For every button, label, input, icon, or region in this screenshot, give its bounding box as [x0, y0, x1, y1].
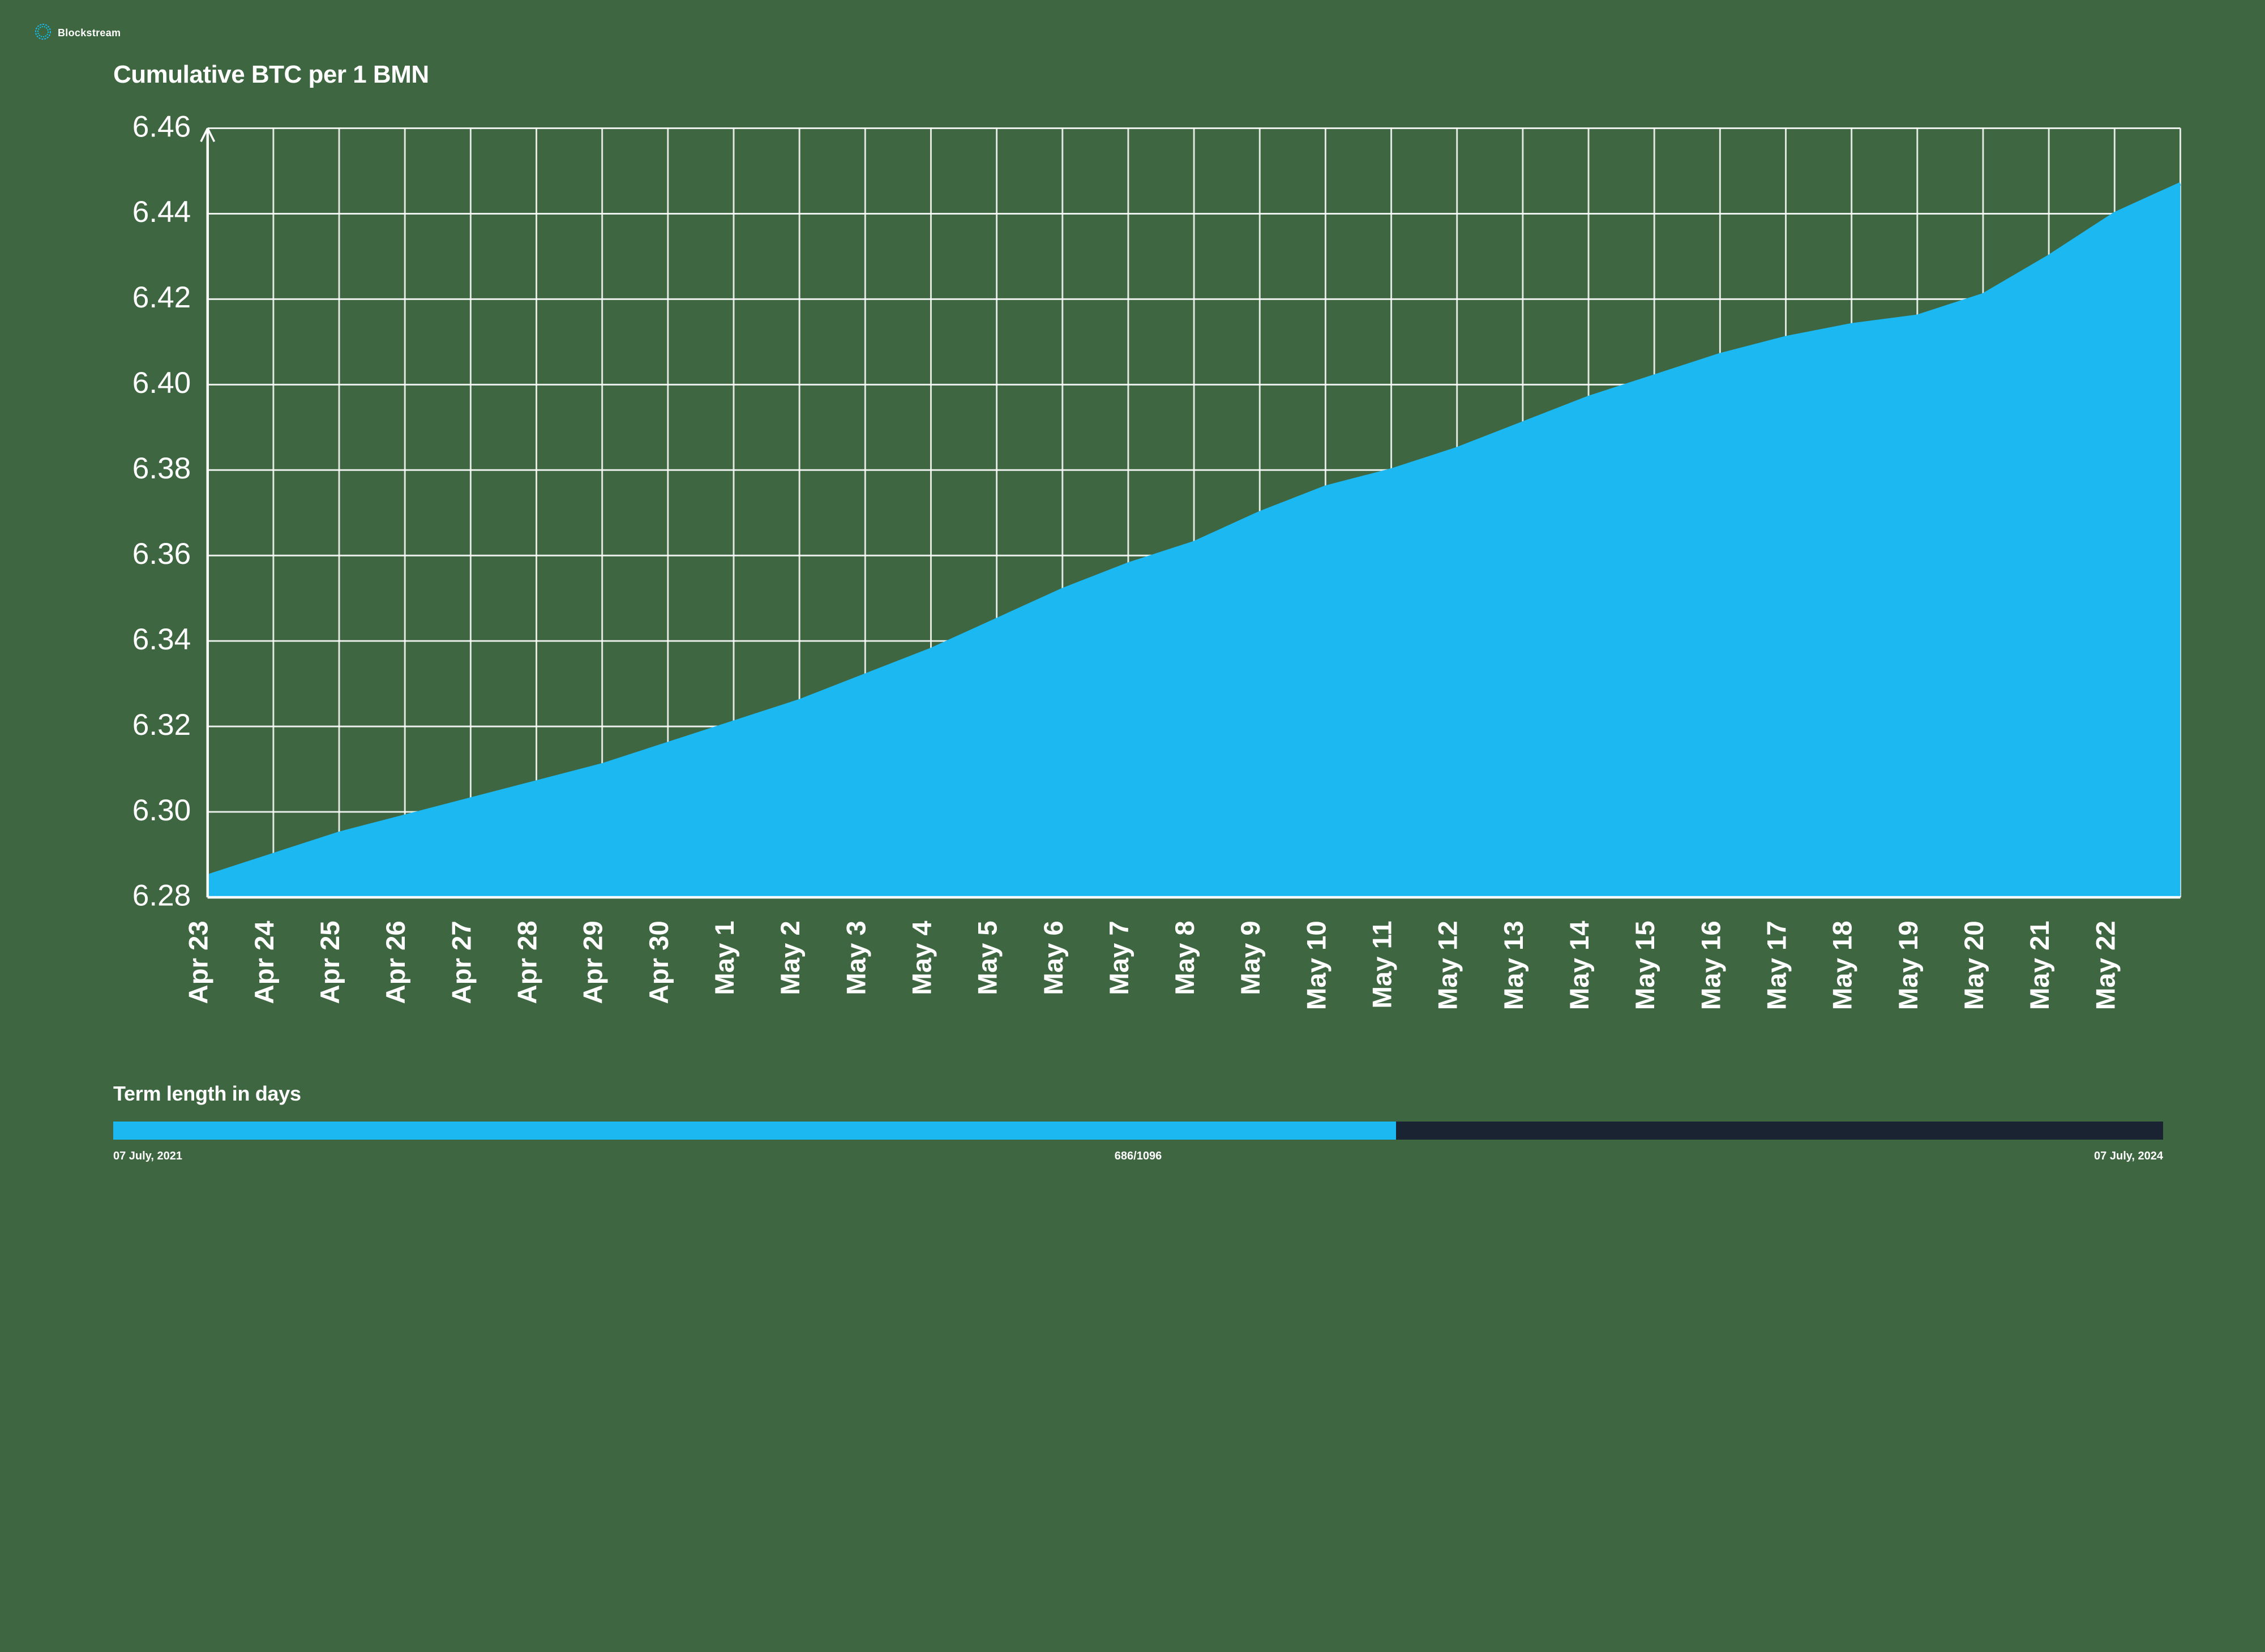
- svg-text:6.34: 6.34: [132, 623, 191, 656]
- svg-text:6.30: 6.30: [132, 794, 191, 827]
- svg-text:May 2: May 2: [776, 921, 806, 995]
- svg-text:Apr 25: Apr 25: [315, 921, 345, 1004]
- svg-text:May 12: May 12: [1433, 921, 1463, 1010]
- term-progress: 07 July, 2021 686/1096 07 July, 2024: [113, 1122, 2163, 1163]
- svg-text:May 20: May 20: [1959, 921, 1989, 1010]
- chart-title: Cumulative BTC per 1 BMN: [113, 61, 2231, 89]
- term-end-label: 07 July, 2024: [2094, 1150, 2163, 1163]
- page-root: Blockstream Cumulative BTC per 1 BMN 6.2…: [0, 0, 2265, 1652]
- svg-text:May 22: May 22: [2091, 921, 2121, 1010]
- svg-text:Apr 23: Apr 23: [184, 921, 214, 1004]
- svg-text:May 18: May 18: [1828, 921, 1858, 1010]
- term-start-label: 07 July, 2021: [113, 1150, 182, 1163]
- svg-text:Apr 30: Apr 30: [644, 921, 674, 1004]
- brand-logo: Blockstream: [34, 23, 2231, 44]
- svg-text:May 21: May 21: [2025, 921, 2055, 1010]
- svg-text:May 7: May 7: [1104, 921, 1134, 995]
- svg-text:May 6: May 6: [1039, 921, 1069, 995]
- svg-text:May 19: May 19: [1894, 921, 1924, 1010]
- term-title: Term length in days: [113, 1082, 2231, 1106]
- svg-text:May 1: May 1: [710, 921, 740, 995]
- progress-bar-track: [113, 1122, 2163, 1140]
- svg-text:May 8: May 8: [1170, 921, 1200, 995]
- svg-text:6.32: 6.32: [132, 708, 191, 742]
- svg-text:May 11: May 11: [1368, 921, 1398, 1008]
- blockstream-logo-icon: [34, 23, 52, 44]
- area-chart: 6.28 6.30 6.32 6.34 6.36 6.38 6.40 6.42 6.44 6.46…: [91, 112, 2197, 1048]
- svg-text:6.40: 6.40: [132, 366, 191, 400]
- svg-text:6.36: 6.36: [132, 537, 191, 571]
- svg-text:May 10: May 10: [1301, 921, 1331, 1010]
- chart-svg: 6.28 6.30 6.32 6.34 6.36 6.38 6.40 6.42 6.44 6.46…: [91, 112, 2197, 1048]
- svg-text:6.44: 6.44: [132, 195, 191, 229]
- svg-text:May 9: May 9: [1236, 921, 1266, 995]
- svg-text:May 13: May 13: [1499, 921, 1529, 1010]
- svg-text:6.42: 6.42: [132, 281, 191, 314]
- svg-text:Apr 28: Apr 28: [513, 921, 543, 1004]
- svg-text:May 14: May 14: [1565, 921, 1595, 1010]
- svg-text:Apr 29: Apr 29: [579, 921, 609, 1004]
- svg-text:May 5: May 5: [973, 921, 1003, 995]
- svg-text:6.28: 6.28: [132, 879, 191, 913]
- svg-text:6.38: 6.38: [132, 452, 191, 485]
- progress-labels: 07 July, 2021 686/1096 07 July, 2024: [113, 1150, 2163, 1163]
- svg-text:Apr 26: Apr 26: [381, 921, 411, 1004]
- term-progress-text: 686/1096: [1115, 1150, 1162, 1163]
- svg-text:May 17: May 17: [1762, 921, 1792, 1010]
- svg-text:May 16: May 16: [1696, 921, 1726, 1010]
- svg-text:6.46: 6.46: [132, 112, 191, 143]
- progress-bar-fill: [113, 1122, 1396, 1140]
- svg-text:May 15: May 15: [1630, 921, 1660, 1010]
- svg-text:Apr 27: Apr 27: [447, 921, 477, 1004]
- svg-text:Apr 24: Apr 24: [250, 921, 280, 1004]
- brand-name: Blockstream: [58, 27, 121, 39]
- svg-text:May 4: May 4: [907, 921, 937, 995]
- svg-text:May 3: May 3: [841, 921, 871, 995]
